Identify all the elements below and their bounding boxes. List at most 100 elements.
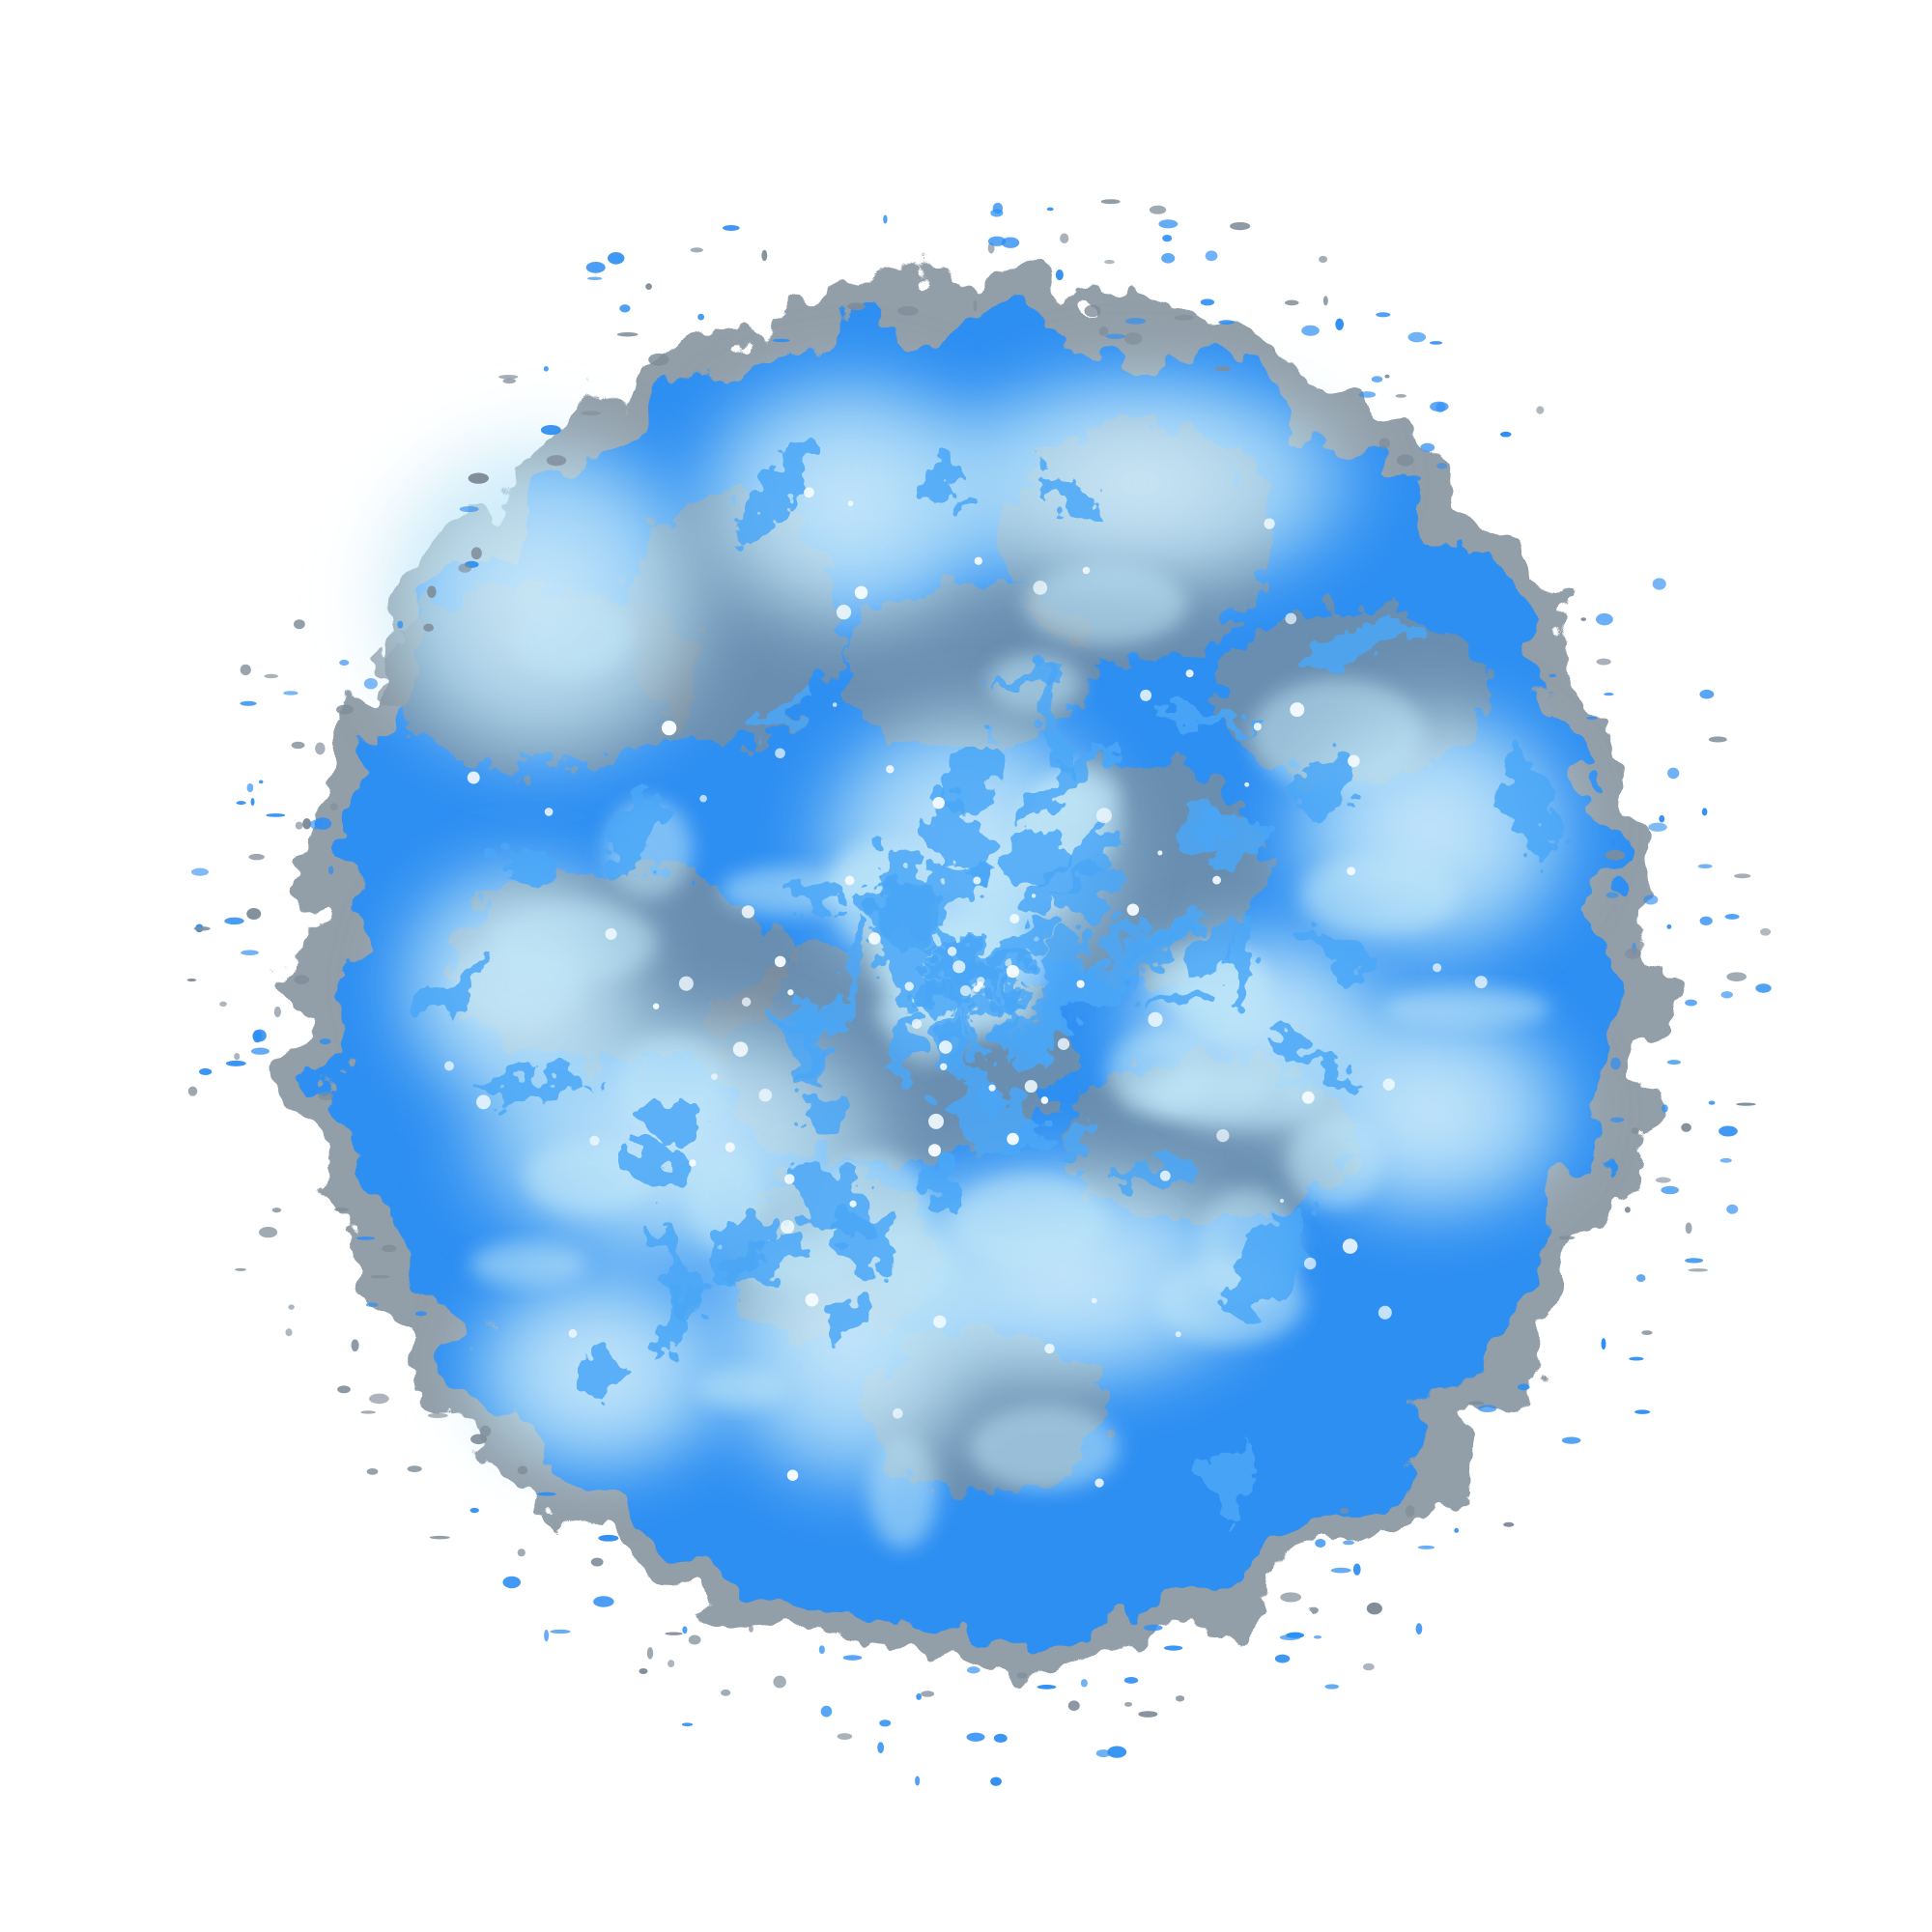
fragment [966,1666,980,1674]
spark [847,500,854,506]
spark [849,1200,857,1208]
fragment [1596,612,1613,626]
fragment [1454,1527,1460,1533]
haze-wisp [1024,563,1187,645]
fragment [665,1632,683,1635]
fragment [295,821,303,830]
fragment [1610,1057,1621,1070]
fragment [1634,1409,1651,1414]
spark [1253,723,1262,731]
fragment [355,1236,375,1240]
fragment [648,353,669,366]
fragment [351,1339,359,1352]
fragment [544,1629,550,1642]
haze-wisp [469,1241,587,1287]
spark [443,1061,454,1071]
fragment [315,742,326,755]
fragment [1280,1592,1302,1603]
fragment [1685,1258,1704,1264]
fragment [1218,320,1235,325]
blue-streak [1503,742,1554,867]
fragment [1214,366,1232,372]
spark [787,989,794,996]
fragment [1662,1104,1668,1113]
blue-streak [1186,922,1239,977]
fragment [1417,1545,1435,1549]
fragment [1396,454,1414,467]
spark [1303,1257,1317,1270]
spark [741,997,752,1007]
blue-streak [705,1213,773,1283]
fragment [682,1626,688,1634]
fragment [639,1668,648,1675]
spark [1007,1132,1019,1146]
spark [699,794,707,803]
fragment [468,472,490,484]
fragment [1362,1662,1375,1671]
fragment [1624,1207,1631,1213]
fragment [1105,333,1125,339]
spark [1348,754,1360,768]
fragment [1666,923,1672,929]
fragment [1580,617,1587,621]
fragment [1080,1679,1088,1688]
haze-wisp [1383,987,1550,1029]
fragment [1301,325,1320,336]
fragment [668,1660,675,1668]
fragment [235,1267,246,1271]
fragment [224,917,244,925]
bright-blue-streaks [412,444,1554,1520]
fragment [190,867,209,876]
fragment [1655,1177,1671,1183]
blue-streak [1037,663,1074,783]
haze-wisp [952,1175,1109,1268]
spark [568,1328,578,1338]
fragment [1631,1127,1639,1134]
fragment [285,1328,293,1337]
fragment [586,276,603,280]
blue-streak [748,693,821,735]
blue-streak [1230,922,1259,1005]
spark [1347,867,1356,876]
fragment [502,1576,522,1589]
fragment [1161,253,1176,264]
fragment [479,1425,492,1437]
fragment [593,1596,614,1607]
fragment [1596,658,1611,666]
fragment [1558,1236,1576,1240]
fragment [199,1067,213,1076]
fragment [1536,406,1545,414]
spark [1057,1037,1070,1050]
fragment [773,1675,786,1689]
fragment [1405,1505,1415,1518]
fragment [879,1719,892,1727]
fragment [1726,1204,1739,1214]
fragment [1736,1102,1756,1106]
spark [1157,850,1163,856]
fragment [1468,1401,1485,1406]
spark [854,585,868,600]
fragment [1420,442,1435,452]
spark [928,1113,944,1129]
fragment [360,1410,376,1414]
spark [1091,1297,1097,1304]
fragment [266,813,286,817]
spark [1382,1078,1395,1091]
fragment [1685,1222,1692,1235]
fragment [877,1742,885,1754]
fragment [1138,1711,1158,1718]
haze-wisp [490,902,658,983]
fragment [241,950,259,956]
fragment [427,1412,448,1418]
spark [1175,1331,1181,1338]
spark [1290,702,1305,718]
spark [1148,1011,1163,1027]
fragment [294,975,310,984]
haze-wisp [1287,1113,1382,1208]
fragment [1681,1122,1691,1132]
blue-streak [922,1158,964,1216]
fragment [329,803,338,811]
fragment [1335,318,1344,330]
spark [974,556,982,565]
fragment [966,1732,985,1742]
